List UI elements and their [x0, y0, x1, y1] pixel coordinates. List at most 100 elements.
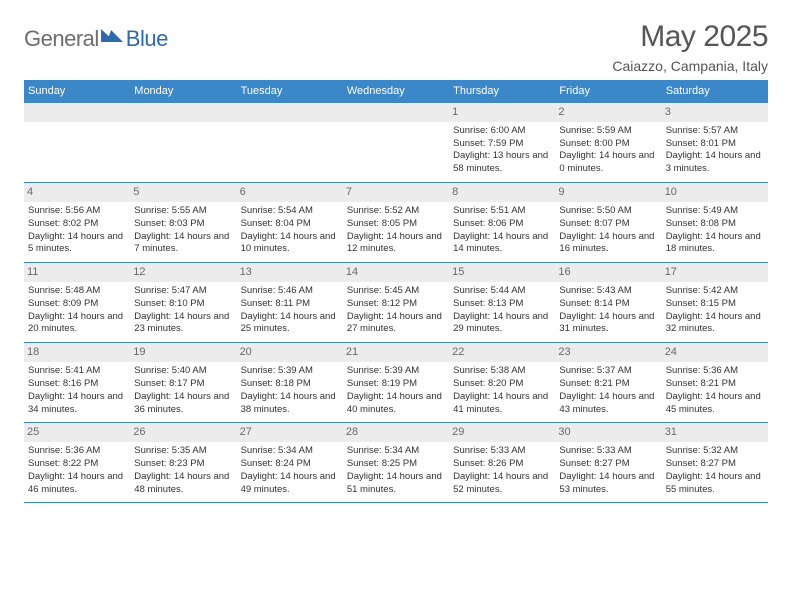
- day-number: 28: [343, 423, 449, 442]
- sunrise-line: Sunrise: 5:49 AM: [666, 205, 764, 218]
- day-details: Sunrise: 5:57 AMSunset: 8:01 PMDaylight:…: [666, 125, 764, 176]
- sunset-line: Sunset: 8:17 PM: [134, 378, 232, 391]
- day-cell: 17Sunrise: 5:42 AMSunset: 8:15 PMDayligh…: [662, 263, 768, 343]
- day-cell: 19Sunrise: 5:40 AMSunset: 8:17 PMDayligh…: [130, 343, 236, 423]
- day-number-empty: [24, 103, 130, 122]
- daylight-line: Daylight: 14 hours and 16 minutes.: [559, 231, 657, 257]
- sunset-line: Sunset: 8:07 PM: [559, 218, 657, 231]
- dayhead-tue: Tuesday: [237, 81, 343, 103]
- day-number: 11: [24, 263, 130, 282]
- sunset-line: Sunset: 8:04 PM: [241, 218, 339, 231]
- day-number: 19: [130, 343, 236, 362]
- day-number: 18: [24, 343, 130, 362]
- sunrise-line: Sunrise: 5:59 AM: [559, 125, 657, 138]
- daylight-line: Daylight: 14 hours and 25 minutes.: [241, 311, 339, 337]
- sunrise-line: Sunrise: 5:32 AM: [666, 445, 764, 458]
- day-number: 14: [343, 263, 449, 282]
- day-number: 15: [449, 263, 555, 282]
- day-details: Sunrise: 5:48 AMSunset: 8:09 PMDaylight:…: [28, 285, 126, 336]
- logo-text-blue: Blue: [126, 26, 168, 52]
- day-number: 26: [130, 423, 236, 442]
- daylight-line: Daylight: 14 hours and 34 minutes.: [28, 391, 126, 417]
- sunrise-line: Sunrise: 5:33 AM: [559, 445, 657, 458]
- day-details: Sunrise: 5:43 AMSunset: 8:14 PMDaylight:…: [559, 285, 657, 336]
- day-details: Sunrise: 5:35 AMSunset: 8:23 PMDaylight:…: [134, 445, 232, 496]
- sunrise-line: Sunrise: 5:48 AM: [28, 285, 126, 298]
- day-number: 5: [130, 183, 236, 202]
- sunset-line: Sunset: 8:01 PM: [666, 138, 764, 151]
- sunrise-line: Sunrise: 5:33 AM: [453, 445, 551, 458]
- dayhead-mon: Monday: [130, 81, 236, 103]
- day-cell: 27Sunrise: 5:34 AMSunset: 8:24 PMDayligh…: [237, 423, 343, 503]
- day-details: Sunrise: 5:38 AMSunset: 8:20 PMDaylight:…: [453, 365, 551, 416]
- day-cell: 18Sunrise: 5:41 AMSunset: 8:16 PMDayligh…: [24, 343, 130, 423]
- day-number: 22: [449, 343, 555, 362]
- sunset-line: Sunset: 8:15 PM: [666, 298, 764, 311]
- day-cell: 30Sunrise: 5:33 AMSunset: 8:27 PMDayligh…: [555, 423, 661, 503]
- day-cell: 10Sunrise: 5:49 AMSunset: 8:08 PMDayligh…: [662, 183, 768, 263]
- day-details: Sunrise: 5:56 AMSunset: 8:02 PMDaylight:…: [28, 205, 126, 256]
- sunset-line: Sunset: 8:27 PM: [666, 458, 764, 471]
- logo-text-general: General: [24, 26, 99, 52]
- day-cell: 11 Sunrise: 5:48 AMSunset: 8:09 PMDayligh…: [24, 263, 130, 343]
- day-cell: 29 Sunrise: 5:33 AMSunset: 8:26 PMDayligh…: [449, 423, 555, 503]
- header: General Blue May 2025 Caiazzo, Campania,…: [24, 20, 768, 74]
- day-cell: 28Sunrise: 5:34 AMSunset: 8:25 PMDayligh…: [343, 423, 449, 503]
- daylight-line: Daylight: 14 hours and 46 minutes.: [28, 471, 126, 497]
- sunset-line: Sunset: 8:22 PM: [28, 458, 126, 471]
- sunset-line: Sunset: 8:02 PM: [28, 218, 126, 231]
- sunrise-line: Sunrise: 5:50 AM: [559, 205, 657, 218]
- day-cell: 4Sunrise: 5:56 AMSunset: 8:02 PMDaylight…: [24, 183, 130, 263]
- dayhead-wed: Wednesday: [343, 81, 449, 103]
- day-number: 9: [555, 183, 661, 202]
- day-details: Sunrise: 5:55 AMSunset: 8:03 PMDaylight:…: [134, 205, 232, 256]
- sunset-line: Sunset: 8:21 PM: [559, 378, 657, 391]
- day-cell: 3Sunrise: 5:57 AMSunset: 8:01 PMDaylight…: [662, 102, 768, 183]
- day-details: Sunrise: 5:34 AMSunset: 8:24 PMDaylight:…: [241, 445, 339, 496]
- daylight-line: Daylight: 14 hours and 41 minutes.: [453, 391, 551, 417]
- sunrise-line: Sunrise: 5:38 AM: [453, 365, 551, 378]
- day-details: Sunrise: 5:33 AMSunset: 8:26 PMDaylight:…: [453, 445, 551, 496]
- daylight-line: Daylight: 14 hours and 3 minutes.: [666, 150, 764, 176]
- sunset-line: Sunset: 7:59 PM: [453, 138, 551, 151]
- sunrise-line: Sunrise: 5:56 AM: [28, 205, 126, 218]
- week-row: 4Sunrise: 5:56 AMSunset: 8:02 PMDaylight…: [24, 183, 768, 263]
- daylight-line: Daylight: 14 hours and 18 minutes.: [666, 231, 764, 257]
- sunrise-line: Sunrise: 5:45 AM: [347, 285, 445, 298]
- day-details: Sunrise: 5:45 AMSunset: 8:12 PMDaylight:…: [347, 285, 445, 336]
- day-number: 16: [555, 263, 661, 282]
- day-details: Sunrise: 5:42 AMSunset: 8:15 PMDaylight:…: [666, 285, 764, 336]
- sunrise-line: Sunrise: 5:54 AM: [241, 205, 339, 218]
- sunset-line: Sunset: 8:21 PM: [666, 378, 764, 391]
- daylight-line: Daylight: 14 hours and 53 minutes.: [559, 471, 657, 497]
- day-number: 10: [662, 183, 768, 202]
- day-cell: 5 Sunrise: 5:55 AMSunset: 8:03 PMDaylight…: [130, 183, 236, 263]
- sunrise-line: Sunrise: 5:39 AM: [241, 365, 339, 378]
- day-cell: 15Sunrise: 5:44 AMSunset: 8:13 PMDayligh…: [449, 263, 555, 343]
- day-details: Sunrise: 5:59 AMSunset: 8:00 PMDaylight:…: [559, 125, 657, 176]
- sunrise-line: Sunrise: 5:40 AM: [134, 365, 232, 378]
- sunset-line: Sunset: 8:09 PM: [28, 298, 126, 311]
- daylight-line: Daylight: 14 hours and 10 minutes.: [241, 231, 339, 257]
- day-cell: 26 Sunrise: 5:35 AMSunset: 8:23 PMDayligh…: [130, 423, 236, 503]
- daylight-line: Daylight: 14 hours and 29 minutes.: [453, 311, 551, 337]
- sunrise-line: Sunrise: 6:00 AM: [453, 125, 551, 138]
- sunset-line: Sunset: 8:05 PM: [347, 218, 445, 231]
- dayhead-sat: Saturday: [662, 81, 768, 103]
- dayhead-sun: Sunday: [24, 81, 130, 103]
- daylight-line: Daylight: 14 hours and 55 minutes.: [666, 471, 764, 497]
- day-cell: 12Sunrise: 5:47 AMSunset: 8:10 PMDayligh…: [130, 263, 236, 343]
- day-cell: 6Sunrise: 5:54 AMSunset: 8:04 PMDaylight…: [237, 183, 343, 263]
- day-number: 2: [555, 103, 661, 122]
- day-details: Sunrise: 5:32 AMSunset: 8:27 PMDaylight:…: [666, 445, 764, 496]
- sunset-line: Sunset: 8:19 PM: [347, 378, 445, 391]
- day-details: Sunrise: 5:39 AMSunset: 8:19 PMDaylight:…: [347, 365, 445, 416]
- day-number: 31: [662, 423, 768, 442]
- day-number: 21: [343, 343, 449, 362]
- day-number: 29: [449, 423, 555, 442]
- sunrise-line: Sunrise: 5:44 AM: [453, 285, 551, 298]
- day-details: Sunrise: 5:46 AMSunset: 8:11 PMDaylight:…: [241, 285, 339, 336]
- sunset-line: Sunset: 8:18 PM: [241, 378, 339, 391]
- logo-triangle-icon: [101, 26, 123, 42]
- daylight-line: Daylight: 14 hours and 49 minutes.: [241, 471, 339, 497]
